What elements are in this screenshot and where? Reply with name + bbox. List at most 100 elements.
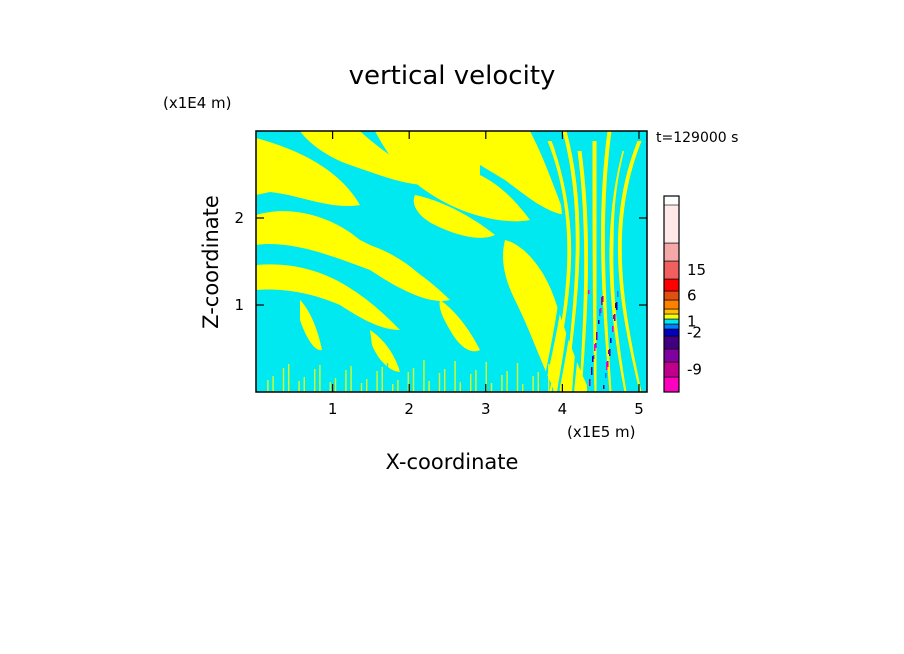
field-striation — [428, 381, 430, 392]
field-striation — [293, 360, 295, 392]
field-striation — [350, 366, 352, 392]
field-speck — [593, 355, 595, 359]
x-tick-label: 4 — [558, 400, 568, 418]
field-striation — [563, 377, 565, 392]
field-striation — [314, 369, 316, 392]
colorbar-frame — [663, 195, 680, 393]
field-striation — [360, 383, 363, 392]
field-speck — [594, 344, 596, 351]
field-striation — [392, 384, 394, 392]
field-streak — [540, 131, 567, 392]
field-striation — [485, 362, 487, 392]
field-region-positive — [256, 264, 400, 330]
field-striation — [334, 378, 337, 392]
field-striation — [459, 382, 461, 392]
field-striation — [267, 380, 269, 392]
field-speck — [596, 332, 598, 340]
colorbar-swatch — [663, 361, 680, 378]
field-speck — [610, 338, 612, 343]
field-striation — [386, 363, 389, 392]
field-speck — [602, 296, 604, 302]
field-striation — [454, 361, 456, 392]
field-striation — [324, 361, 326, 392]
field-speck — [606, 362, 608, 370]
field-striation — [423, 360, 425, 392]
field-striation — [277, 372, 279, 392]
field-streak — [592, 141, 597, 392]
x-unit-label: (x1E5 m) — [567, 423, 636, 441]
field-striation — [433, 377, 435, 392]
colorbar-swatch — [663, 313, 680, 320]
time-label: t=129000 s — [656, 130, 738, 146]
colorbar-label: -2 — [687, 324, 702, 342]
field-streak — [555, 151, 576, 392]
field-striation — [303, 377, 305, 392]
field-streak — [585, 131, 593, 392]
field-speck — [603, 385, 605, 389]
field-region-positive — [413, 195, 495, 238]
field-striation — [522, 384, 524, 392]
field-striation — [371, 375, 373, 392]
field-region-positive — [348, 240, 430, 287]
field-streak — [596, 151, 604, 392]
field-striation — [449, 365, 451, 392]
y-tick-label: 1 — [234, 296, 244, 314]
field-striation — [496, 379, 498, 392]
colorbar-swatch — [663, 376, 680, 393]
field-streak — [605, 141, 619, 392]
colorbar-label: 1 — [687, 313, 697, 331]
field-striation — [548, 364, 550, 392]
colorbar-swatch — [663, 299, 680, 310]
colorbar-swatch — [663, 260, 680, 280]
field-striation — [345, 370, 347, 392]
colorbar: 15 6 1-2 -9 — [663, 195, 706, 393]
colorbar-swatch — [663, 323, 680, 330]
field-striation — [319, 365, 321, 392]
y-axis-title: Z-coordinate — [199, 195, 223, 329]
field-streak — [570, 141, 584, 392]
colorbar-label: 15 — [687, 261, 706, 279]
field-striation — [308, 373, 311, 392]
field-speck — [601, 297, 603, 305]
field-striation — [288, 364, 290, 392]
field-streak — [613, 131, 634, 392]
field-striation — [407, 372, 409, 392]
field-streak — [577, 151, 589, 392]
field-region-positive — [375, 131, 530, 222]
field-speck — [607, 361, 609, 367]
field-region-positive — [503, 240, 590, 392]
field-streak — [547, 141, 572, 392]
x-tick-label: 5 — [634, 400, 644, 418]
colorbar-swatch — [663, 242, 680, 262]
field-striation — [402, 376, 404, 392]
y-tick-label: 2 — [234, 209, 244, 227]
field-speck — [616, 302, 618, 310]
chart-title: vertical velocity — [349, 61, 556, 91]
field-striation — [553, 360, 555, 392]
colorbar-swatch — [663, 278, 680, 292]
field-striation — [438, 373, 441, 392]
colorbar-swatch — [663, 308, 680, 315]
field-striation — [418, 364, 420, 392]
field-striation — [355, 362, 357, 392]
field-striation — [340, 374, 342, 392]
field-striation — [366, 379, 368, 392]
field-striation — [282, 368, 285, 392]
field-region-positive — [370, 330, 400, 372]
x-axis-ticks: 1 2 3 4 5 — [328, 131, 644, 418]
field-speck — [608, 350, 610, 354]
field-speck — [615, 303, 617, 308]
field-striation — [412, 368, 415, 392]
field-speck — [614, 314, 616, 321]
field-striation — [532, 376, 534, 392]
field-striation — [298, 381, 300, 392]
field-striation — [490, 383, 493, 392]
field-streak — [562, 131, 580, 392]
field-speck — [588, 290, 590, 294]
field-speck — [598, 320, 600, 324]
field-striation — [397, 380, 399, 392]
colorbar-swatch — [663, 204, 680, 244]
field-streak — [609, 151, 627, 392]
plot-frame — [255, 130, 648, 393]
